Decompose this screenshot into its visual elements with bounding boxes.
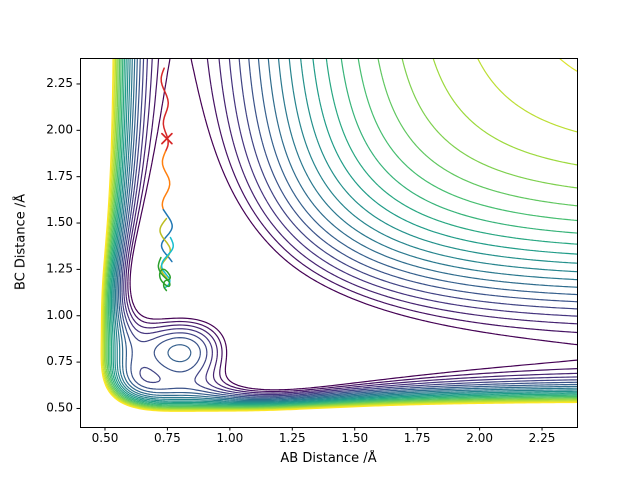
- x-axis-label: AB Distance /Å: [280, 451, 377, 466]
- y-axis-label: BC Distance /Å: [13, 193, 29, 291]
